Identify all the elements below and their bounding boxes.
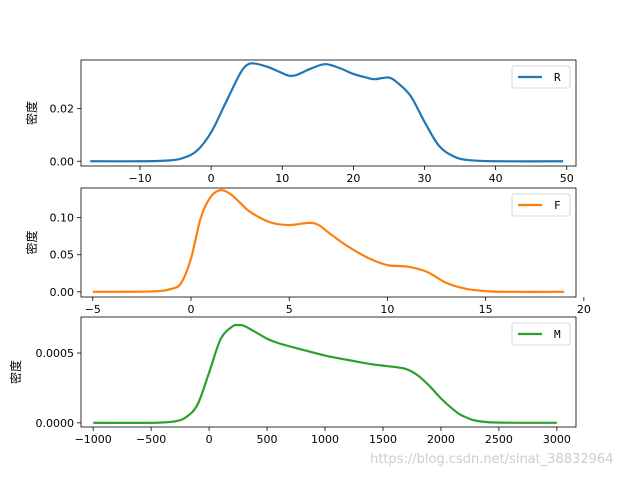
legend: R: [511, 65, 571, 89]
subplot-2: −5 0 5 10 15 20 0.00 0.05 0.10 密度 F: [24, 187, 591, 316]
x-tick-label: −10: [128, 172, 151, 185]
y-tick-label: 0.02: [50, 103, 75, 116]
subplot-1: −10 0 10 20 30 40 50 0.00 0.02 密度 R: [24, 59, 577, 185]
y-axis-label: 密度: [8, 360, 23, 384]
x-tick-label: 500: [257, 433, 278, 446]
x-tick-label: 10: [380, 303, 394, 316]
legend: F: [511, 193, 571, 217]
x-tick-label: −500: [136, 433, 166, 446]
x-tick-label: 15: [479, 303, 493, 316]
x-tick-label: 2500: [485, 433, 513, 446]
x-tick-label: 1000: [311, 433, 339, 446]
axes-frame: [80, 316, 577, 428]
y-tick-label: 0.05: [50, 249, 75, 262]
watermark-text: https://blog.csdn.net/sinat_38832964: [370, 452, 614, 467]
x-tick-label: −5: [85, 303, 101, 316]
x-tick-label: 0: [208, 172, 215, 185]
y-tick-label: 0.0005: [36, 347, 75, 360]
legend: M: [511, 322, 571, 346]
y-axis-label: 密度: [24, 230, 39, 254]
series-line-F: [92, 189, 565, 293]
y-axis-label: 密度: [24, 101, 39, 125]
y-tick-label: 0.10: [50, 212, 75, 225]
series-line-R: [90, 62, 564, 163]
y-tick-label: 0.00: [50, 155, 75, 168]
x-tick-label: 10: [275, 172, 289, 185]
x-tick-label: 50: [560, 172, 574, 185]
x-tick-label: −1000: [75, 433, 112, 446]
x-tick-label: 40: [489, 172, 503, 185]
subplot-3: −1000 −500 0 500 1000 1500 2000 2500 3000 0.0000 0…: [8, 316, 577, 446]
x-tick-label: 5: [286, 303, 293, 316]
x-tick-label: 1500: [369, 433, 397, 446]
x-tick-label: 30: [418, 172, 432, 185]
axes-frame: [80, 59, 577, 167]
x-tick-label: 20: [346, 172, 360, 185]
axes-frame: [80, 187, 577, 298]
y-tick-label: 0.00: [50, 286, 75, 299]
series-line-M: [93, 323, 557, 425]
x-tick-label: 3000: [543, 433, 571, 446]
x-tick-label: 0: [206, 433, 213, 446]
legend-label: R: [554, 71, 561, 84]
legend-label: M: [554, 328, 561, 341]
x-tick-label: 2000: [427, 433, 455, 446]
y-tick-label: 0.0000: [36, 417, 75, 430]
x-tick-label: 0: [188, 303, 195, 316]
legend-label: F: [554, 199, 561, 212]
x-tick-label: 20: [577, 303, 591, 316]
